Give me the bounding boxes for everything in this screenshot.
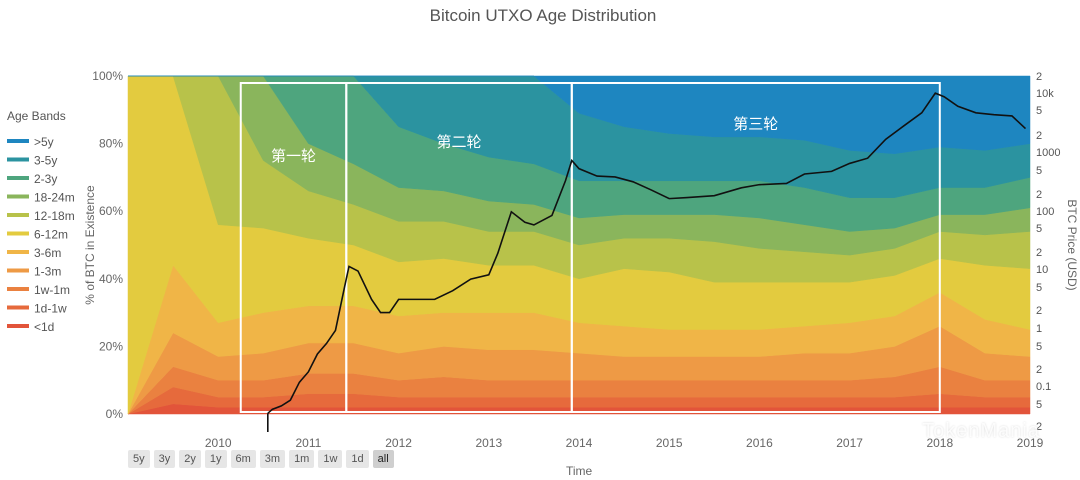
legend-label-0: >5y [34,135,54,149]
legend-swatch-3 [7,194,29,199]
y2-tick-7: 100 [1036,206,1054,218]
y2-tick-17: 5 [1036,399,1042,411]
y-tick-40: 40% [99,272,123,286]
range-button-6m[interactable]: 6m [230,450,256,468]
x-tick-2011: 2011 [295,436,321,450]
legend-label-2: 2-3y [34,172,57,186]
legend-swatch-8 [7,287,29,291]
range-selector: 5y 3y 2y 1y 6m 3m 1m 1w 1d all [128,450,394,468]
legend-swatch-7 [7,268,29,273]
region-label-1: 第一轮 [271,147,316,165]
y2-tick-6: 2 [1036,189,1042,201]
range-button-5y[interactable]: 5y [128,450,150,468]
x-tick-2010: 2010 [205,436,232,450]
y2-tick-16: 0.1 [1036,381,1051,393]
legend-swatch-9 [7,305,29,310]
x-tick-2015: 2015 [656,436,683,450]
y-axis: 0% 20% 40% 60% 80% 100% [92,69,123,421]
legend-swatch-4 [7,213,29,217]
y2-tick-12: 2 [1036,305,1042,317]
x-tick-2012: 2012 [385,436,412,450]
price-line [267,92,1027,414]
legend-swatch-5 [7,231,29,236]
legend-label-7: 1-3m [34,265,61,279]
price-layer [267,92,1027,432]
area-layers [127,75,1031,415]
region-label-3: 第三轮 [733,115,778,133]
region-boxes: 第一轮 第二轮 第三轮 [239,82,941,413]
legend-swatch-2 [7,176,29,180]
y2-tick-11: 5 [1036,282,1042,294]
range-button-1d[interactable]: 1d [346,450,369,468]
range-button-all[interactable]: all [372,450,394,468]
x-axis-label: Time [566,464,593,478]
x-tick-2017: 2017 [836,436,863,450]
x-tick-2013: 2013 [475,436,502,450]
legend: Age Bands >5y 3-5y 2-3y 18-24m 12-18m 6-12m 3-6… [7,109,75,334]
x-tick-2019: 2019 [1017,436,1044,450]
region-box-3 [570,82,941,413]
range-button-1w[interactable]: 1w [318,450,343,468]
legend-title: Age Bands [7,109,66,123]
x-tick-2014: 2014 [566,436,593,450]
y-axis-label: % of BTC in Existence [83,185,97,305]
y2-tick-0: 2 [1036,71,1042,83]
y2-tick-2: 5 [1036,105,1042,117]
y2-tick-14: 5 [1036,341,1042,353]
legend-swatch-0 [7,139,29,143]
y2-tick-5: 5 [1036,165,1042,177]
range-button-3m[interactable]: 3m [259,450,286,468]
legend-label-8: 1w-1m [34,283,70,297]
y2-tick-3: 2 [1036,130,1042,142]
chart-title: Bitcoin UTXO Age Distribution [430,6,657,25]
x-tick-2016: 2016 [746,436,773,450]
y-tick-100: 100% [92,69,123,83]
y2-tick-4: 1000 [1036,147,1060,159]
legend-label-9: 1d-1w [34,302,67,316]
y2-tick-13: 1 [1036,323,1042,335]
y-tick-60: 60% [99,204,123,218]
y2-axis: 2 10k 5 2 1000 5 2 100 5 2 10 5 2 1 5 2 0.1 5 2 [1036,71,1060,433]
y2-tick-15: 2 [1036,364,1042,376]
y-tick-80: 80% [99,137,123,151]
range-button-3y[interactable]: 3y [153,450,176,468]
x-axis: 2010 2011 2012 2013 2014 2015 2016 2017 2018 2019 [205,436,1044,450]
x-tick-2018: 2018 [926,436,953,450]
legend-label-3: 18-24m [34,191,75,205]
y2-tick-8: 5 [1036,223,1042,235]
y2-tick-18: 2 [1036,421,1042,433]
y2-tick-10: 10 [1036,264,1048,276]
area--5y [128,75,1031,154]
legend-label-6: 3-6m [34,246,61,260]
region-label-2: 第二轮 [437,133,482,151]
legend-label-1: 3-5y [34,154,57,168]
y2-tick-9: 2 [1036,247,1042,259]
range-button-1m[interactable]: 1m [289,450,315,468]
y2-tick-1: 10k [1036,88,1054,100]
y2-axis-label: BTC Price (USD) [1065,199,1079,290]
y-tick-0: 0% [106,407,124,421]
range-button-1y[interactable]: 1y [204,450,227,468]
legend-swatch-10 [7,324,29,328]
watermark-text: TokenMania [922,420,1040,442]
legend-label-4: 12-18m [34,209,75,223]
y-tick-20: 20% [99,339,123,353]
range-button-2y[interactable]: 2y [179,450,201,468]
legend-swatch-1 [7,157,29,162]
legend-label-5: 6-12m [34,228,68,242]
legend-label-10: <1d [34,320,54,334]
legend-swatch-6 [7,250,29,254]
